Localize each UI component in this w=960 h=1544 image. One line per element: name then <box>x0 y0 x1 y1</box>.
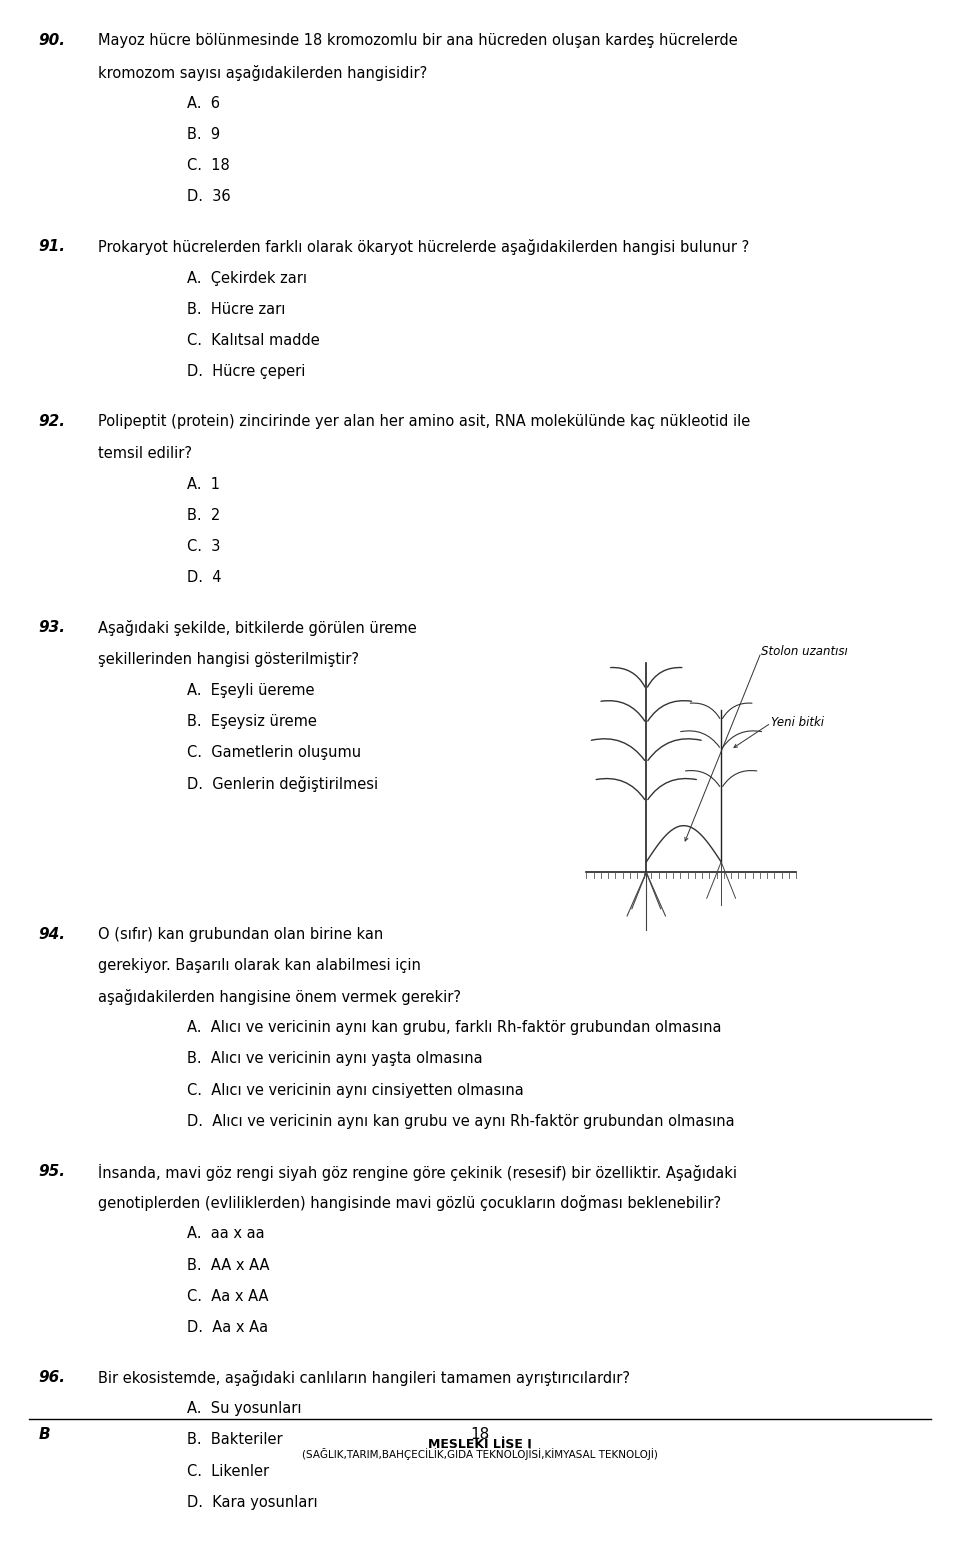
Text: A.  6: A. 6 <box>187 96 220 111</box>
Text: C.  Gametlerin oluşumu: C. Gametlerin oluşumu <box>187 746 361 760</box>
Text: D.  Kara yosunları: D. Kara yosunları <box>187 1495 318 1510</box>
Text: A.  Su yosunları: A. Su yosunları <box>187 1402 301 1416</box>
Text: D.  Genlerin değiştirilmesi: D. Genlerin değiştirilmesi <box>187 777 378 792</box>
Text: 92.: 92. <box>38 414 65 429</box>
Text: gerekiyor. Başarılı olarak kan alabilmesi için: gerekiyor. Başarılı olarak kan alabilmes… <box>98 957 420 973</box>
Text: A.  aa x aa: A. aa x aa <box>187 1226 265 1241</box>
Text: 18: 18 <box>470 1427 490 1442</box>
Text: B.  2: B. 2 <box>187 508 221 523</box>
Text: A.  Alıcı ve vericinin aynı kan grubu, farklı Rh-faktör grubundan olmasına: A. Alıcı ve vericinin aynı kan grubu, fa… <box>187 1021 722 1036</box>
Text: şekillerinden hangisi gösterilmiştir?: şekillerinden hangisi gösterilmiştir? <box>98 652 359 667</box>
Text: kromozom sayısı aşağıdakilerden hangisidir?: kromozom sayısı aşağıdakilerden hangisid… <box>98 65 427 80</box>
Text: B.  Eşeysiz üreme: B. Eşeysiz üreme <box>187 713 317 729</box>
Text: (SAĞLIK,TARIM,BAHÇECİLİK,GIDA TEKNOLOJİSİ,KİMYASAL TEKNOLOJİ): (SAĞLIK,TARIM,BAHÇECİLİK,GIDA TEKNOLOJİS… <box>302 1448 658 1461</box>
Text: Yeni bitki: Yeni bitki <box>771 716 824 729</box>
Text: 95.: 95. <box>38 1164 65 1180</box>
Text: Stolon uzantısı: Stolon uzantısı <box>761 645 848 658</box>
Text: 93.: 93. <box>38 621 65 636</box>
Text: B.  Alıcı ve vericinin aynı yaşta olmasına: B. Alıcı ve vericinin aynı yaşta olmasın… <box>187 1051 483 1067</box>
Text: D.  Hücre çeperi: D. Hücre çeperi <box>187 364 305 380</box>
Text: C.  3: C. 3 <box>187 539 221 554</box>
Text: C.  18: C. 18 <box>187 157 230 173</box>
Text: 94.: 94. <box>38 926 65 942</box>
Text: B: B <box>38 1427 50 1442</box>
Text: D.  4: D. 4 <box>187 570 222 585</box>
Text: 96.: 96. <box>38 1370 65 1385</box>
Text: O (sıfır) kan grubundan olan birine kan: O (sıfır) kan grubundan olan birine kan <box>98 926 383 942</box>
Text: Bir ekosistemde, aşağıdaki canlıların hangileri tamamen ayrıştırıcılardır?: Bir ekosistemde, aşağıdaki canlıların ha… <box>98 1370 630 1387</box>
Text: B.  Hücre zarı: B. Hücre zarı <box>187 303 285 317</box>
Text: Mayoz hücre bölünmesinde 18 kromozomlu bir ana hücreden oluşan kardeş hücrelerde: Mayoz hücre bölünmesinde 18 kromozomlu b… <box>98 34 737 48</box>
Text: A.  Eşeyli üereme: A. Eşeyli üereme <box>187 682 315 698</box>
Text: Polipeptit (protein) zincirinde yer alan her amino asit, RNA molekülünde kaç nük: Polipeptit (protein) zincirinde yer alan… <box>98 414 750 429</box>
Text: C.  Aa x AA: C. Aa x AA <box>187 1289 269 1303</box>
Text: B.  AA x AA: B. AA x AA <box>187 1257 270 1272</box>
Text: aşağıdakilerden hangisine önem vermek gerekir?: aşağıdakilerden hangisine önem vermek ge… <box>98 990 461 1005</box>
Text: B.  9: B. 9 <box>187 127 221 142</box>
Text: MESLEKİ LİSE I: MESLEKİ LİSE I <box>428 1439 532 1451</box>
Text: A.  Çekirdek zarı: A. Çekirdek zarı <box>187 270 307 286</box>
Text: D.  Aa x Aa: D. Aa x Aa <box>187 1320 269 1336</box>
Text: 90.: 90. <box>38 34 65 48</box>
Text: İnsanda, mavi göz rengi siyah göz rengine göre çekinik (resesif) bir özelliktir.: İnsanda, mavi göz rengi siyah göz rengin… <box>98 1164 737 1181</box>
Text: C.  Kalıtsal madde: C. Kalıtsal madde <box>187 334 320 347</box>
Text: Prokaryot hücrelerden farklı olarak ökaryot hücrelerde aşağıdakilerden hangisi b: Prokaryot hücrelerden farklı olarak ökar… <box>98 239 749 255</box>
Text: temsil edilir?: temsil edilir? <box>98 446 192 460</box>
Text: A.  1: A. 1 <box>187 477 220 491</box>
Text: D.  Alıcı ve vericinin aynı kan grubu ve aynı Rh-faktör grubundan olmasına: D. Alıcı ve vericinin aynı kan grubu ve … <box>187 1113 734 1129</box>
Text: C.  Likenler: C. Likenler <box>187 1464 270 1479</box>
Text: genotiplerden (evliliklerden) hangisinde mavi gözlü çocukların doğması beklenebi: genotiplerden (evliliklerden) hangisinde… <box>98 1195 721 1210</box>
Text: C.  Alıcı ve vericinin aynı cinsiyetten olmasına: C. Alıcı ve vericinin aynı cinsiyetten o… <box>187 1082 524 1098</box>
Text: B.  Bakteriler: B. Bakteriler <box>187 1433 283 1447</box>
Text: 91.: 91. <box>38 239 65 255</box>
Text: D.  36: D. 36 <box>187 190 230 204</box>
Text: Aşağıdaki şekilde, bitkilerde görülen üreme: Aşağıdaki şekilde, bitkilerde görülen ür… <box>98 621 417 636</box>
